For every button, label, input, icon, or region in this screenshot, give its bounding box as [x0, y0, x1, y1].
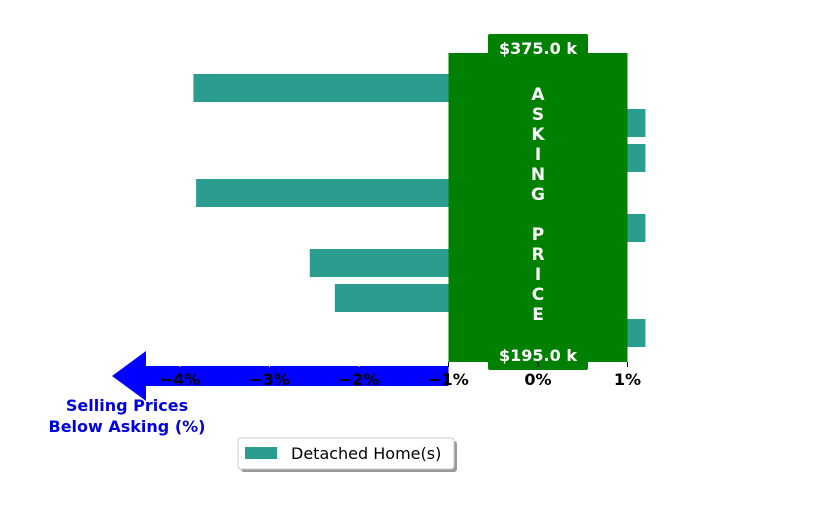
top-price-label: $375.0 k: [499, 39, 577, 58]
x-tick-label: 1%: [614, 370, 641, 389]
x-tick-label: 0%: [524, 370, 551, 389]
asking-price-letter: G: [531, 185, 545, 205]
x-tick-label: −3%: [249, 370, 290, 389]
x-tick-label: −4%: [160, 370, 201, 389]
asking-price-letter: E: [532, 305, 544, 325]
below-asking-arrow: [112, 351, 449, 401]
asking-price-letter: I: [535, 265, 541, 285]
x-axis-label-line2: Below Asking (%): [49, 417, 206, 436]
bottom-price-label: $195.0 k: [499, 346, 577, 365]
x-axis-ticks: −4% −3% −2% −1% 0% 1%: [160, 362, 641, 389]
legend-label: Detached Home(s): [291, 444, 441, 463]
x-tick-label: −2%: [339, 370, 380, 389]
asking-price-letter: I: [535, 145, 541, 165]
asking-price-letter: N: [531, 165, 545, 185]
x-axis-label-line1: Selling Prices: [66, 396, 188, 415]
legend-box: [237, 437, 455, 470]
legend: Detached Home(s): [237, 437, 457, 472]
x-tick-label: −1%: [428, 370, 469, 389]
asking-price-letter: R: [531, 245, 544, 265]
asking-price-letter: K: [531, 125, 545, 145]
asking-price-band: [448, 53, 628, 362]
asking-price-letter: C: [532, 285, 544, 305]
asking-price-letter: S: [532, 105, 544, 125]
legend-swatch: [245, 447, 277, 459]
asking-price-letter: A: [531, 85, 545, 105]
top-price-tag: [488, 34, 588, 60]
bottom-price-tag: [488, 344, 588, 370]
asking-price-letter: P: [532, 225, 544, 245]
